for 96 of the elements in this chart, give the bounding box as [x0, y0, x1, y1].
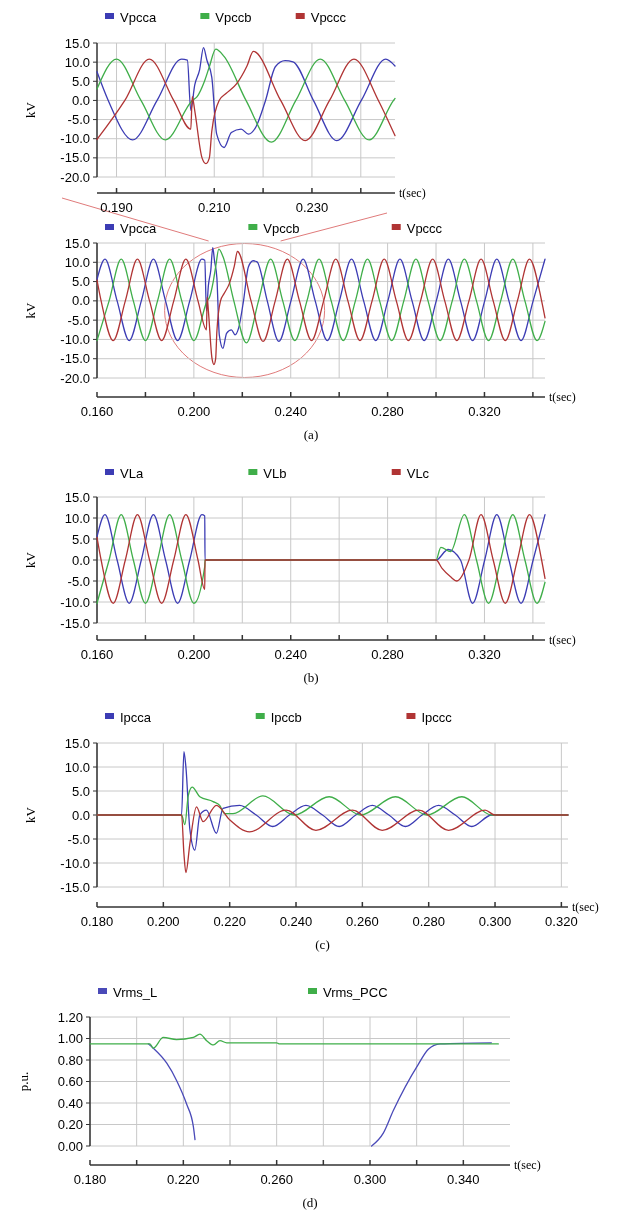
- x-tick-label: 0.160: [80, 647, 114, 662]
- y-tick-label: 0.0: [71, 293, 90, 309]
- y-tick-label: 10.0: [64, 54, 90, 70]
- x-tick-label: 0.240: [279, 914, 313, 929]
- y-tick-label: 0.0: [71, 552, 90, 568]
- x-tick-label: 0.260: [260, 1172, 293, 1187]
- x-tick-label: 0.300: [353, 1172, 387, 1187]
- x-tick-label: 0.220: [167, 1172, 200, 1187]
- y-tick-label: 5.0: [71, 531, 90, 547]
- x-tick-label: 0.280: [371, 647, 404, 662]
- x-axis-title: t(sec): [572, 900, 599, 914]
- x-tick-label: 0.280: [412, 914, 445, 929]
- y-tick-label: -10.0: [60, 594, 90, 610]
- x-tick-label: 0.340: [447, 1172, 480, 1187]
- y-tick-label: -10.0: [60, 855, 90, 871]
- text: (c): [315, 937, 330, 952]
- legend-label: Ipcca: [120, 709, 152, 725]
- x-tick-label: 0.200: [147, 914, 180, 929]
- x-tick-label: 0.220: [213, 914, 246, 929]
- x-tick-label: 0.180: [80, 914, 114, 929]
- y-axis-title: kV: [23, 101, 38, 118]
- x-axis-title: t(sec): [399, 186, 426, 200]
- line-series: [96, 804, 569, 874]
- y-tick-label: 5.0: [71, 73, 90, 89]
- y-tick-label: -15.0: [60, 615, 90, 631]
- legend-label: VLb: [263, 465, 287, 481]
- x-tick-label: 0.200: [177, 647, 211, 662]
- x-tick-label: 0.190: [100, 200, 133, 215]
- y-tick-label: 1.00: [57, 1031, 83, 1047]
- x-tick-label: 0.230: [295, 200, 329, 215]
- y-tick-label: 0.0: [71, 807, 90, 823]
- y-tick-label: 15.0: [64, 35, 90, 51]
- y-tick-label: -5.0: [67, 573, 90, 589]
- legend-label: Vrms_L: [113, 984, 158, 1000]
- y-tick-label: 0.0: [71, 92, 90, 108]
- legend-label: Vpccc: [310, 9, 347, 25]
- x-tick-label: 0.200: [177, 404, 211, 419]
- line-series: [96, 50, 396, 165]
- x-tick-label: 0.240: [274, 647, 307, 662]
- text: (d): [302, 1195, 318, 1210]
- legend-label: VLa: [120, 465, 144, 481]
- y-tick-label: 0.40: [57, 1095, 83, 1111]
- y-tick-label: -15.0: [60, 150, 90, 166]
- y-tick-label: 10.0: [64, 254, 90, 270]
- y-tick-label: -15.0: [60, 351, 90, 367]
- x-tick-label: 0.280: [371, 404, 404, 419]
- legend-label: Vpccc: [406, 220, 443, 236]
- line-series: [89, 1033, 499, 1049]
- x-tick-label: 0.320: [468, 647, 501, 662]
- y-tick-label: -20.0: [60, 169, 90, 185]
- x-tick-label: 0.320: [468, 404, 501, 419]
- y-tick-label: -5.0: [67, 312, 90, 328]
- legend-label: VLc: [406, 465, 430, 481]
- x-tick-label: 0.160: [80, 404, 114, 419]
- x-tick-label: 0.210: [197, 200, 231, 215]
- x-tick-label: 0.300: [478, 914, 512, 929]
- y-tick-label: 0.20: [57, 1117, 83, 1133]
- y-tick-label: 10.0: [64, 759, 90, 775]
- y-axis-title: p.u.: [16, 1071, 31, 1092]
- y-tick-label: -10.0: [60, 331, 90, 347]
- y-tick-label: 15.0: [64, 735, 90, 751]
- legend-label: Vpccb: [215, 9, 252, 25]
- y-tick-label: 1.20: [57, 1009, 83, 1025]
- y-tick-label: -5.0: [67, 112, 90, 128]
- y-tick-label: 0.60: [57, 1074, 83, 1090]
- y-tick-label: 5.0: [71, 783, 90, 799]
- y-tick-label: 0.00: [57, 1138, 83, 1154]
- x-axis-title: t(sec): [514, 1158, 541, 1172]
- y-tick-label: 15.0: [64, 489, 90, 505]
- legend-label: Vrms_PCC: [323, 984, 388, 1000]
- line-series: [96, 250, 546, 366]
- text: (a): [303, 427, 319, 442]
- x-tick-label: 0.180: [73, 1172, 107, 1187]
- y-tick-label: -20.0: [60, 370, 90, 386]
- x-tick-label: 0.240: [274, 404, 307, 419]
- y-axis-title: kV: [23, 806, 38, 823]
- y-tick-label: 15.0: [64, 235, 90, 251]
- legend-label: Vpcca: [120, 220, 157, 236]
- text: (b): [303, 670, 319, 685]
- x-tick-label: 0.260: [346, 914, 379, 929]
- y-tick-label: 10.0: [64, 510, 90, 526]
- y-tick-label: -15.0: [60, 879, 90, 895]
- y-axis-title: kV: [23, 551, 38, 568]
- y-tick-label: -5.0: [67, 831, 90, 847]
- y-tick-label: 5.0: [71, 274, 90, 290]
- line-series: [96, 513, 546, 604]
- y-tick-label: -10.0: [60, 131, 90, 147]
- x-tick-label: 0.320: [545, 914, 578, 929]
- x-axis-title: t(sec): [549, 390, 576, 404]
- legend-label: Vpcca: [120, 9, 157, 25]
- legend-label: Ipccb: [270, 709, 302, 725]
- y-tick-label: 0.80: [57, 1052, 83, 1068]
- x-axis-title: t(sec): [549, 633, 576, 647]
- legend-label: Vpccb: [263, 220, 300, 236]
- legend-label: Ipccc: [421, 709, 453, 725]
- y-axis-title: kV: [23, 301, 38, 319]
